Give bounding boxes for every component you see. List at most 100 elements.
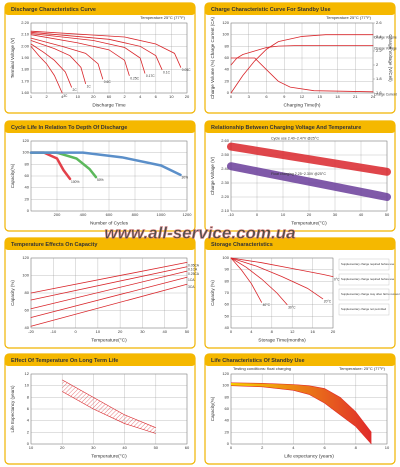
y2-tick-label: 2.6 — [376, 20, 382, 25]
x-tick-label: 30 — [140, 329, 145, 334]
x-tick-label: 40 — [162, 329, 167, 334]
x-tick-label: 10 — [76, 94, 81, 99]
chart-panel: Charge Characteristic Curve For Standby … — [204, 2, 397, 114]
series-label: 40°C — [263, 303, 271, 307]
y-tick-label: 2.20 — [21, 20, 30, 25]
panel-header — [5, 238, 195, 250]
series-label: 2C — [73, 88, 78, 92]
series-line — [30, 270, 188, 310]
series-line — [30, 43, 72, 88]
series-label: 0.6C — [104, 80, 112, 84]
y-tick-label: 0 — [27, 441, 30, 446]
series-line — [230, 257, 288, 306]
x-axis-label: Number of Cycles — [90, 220, 129, 226]
chart-panel: Cycle Life In Relation To Depth Of Disch… — [4, 120, 196, 232]
x-tick-label: 10 — [29, 445, 34, 450]
y-axis-label: Capacity (%) — [210, 280, 215, 306]
x-tick-label: 50 — [185, 329, 190, 334]
x-tick-label: 4 — [61, 94, 64, 99]
y-axis-label: Capacity(%) — [10, 163, 15, 188]
series-label: 30°C — [288, 306, 296, 310]
series-line — [30, 45, 63, 94]
x-tick-label: 2 — [123, 94, 126, 99]
panel-header — [205, 238, 395, 250]
chart-title: Discharge Characteristics Curve — [11, 7, 96, 13]
band-edge — [62, 391, 156, 434]
x-tick-label: 10 — [169, 94, 174, 99]
y-tick-label: 2.20 — [221, 194, 230, 199]
y-tick-label: 90 — [225, 267, 230, 272]
x-tick-label: 10 — [385, 445, 390, 450]
series-label: 0°C — [334, 278, 340, 282]
chart-title: Charge Characteristic Curve For Standby … — [211, 7, 331, 13]
series-label: Charge Volume — [374, 36, 397, 40]
series-line — [30, 33, 146, 74]
x-tick-label: 16 — [310, 329, 315, 334]
annotation: Temperature 25°C (77°F) — [326, 15, 371, 20]
series-label: 0.25C — [130, 76, 139, 80]
y-tick-label: 8 — [27, 394, 30, 399]
panel-header — [5, 354, 195, 366]
y-tick-label: 80 — [225, 278, 230, 283]
x-tick-label: 1200 — [183, 212, 193, 217]
y-tick-label: 2.30 — [221, 180, 230, 185]
series-label: Cycle use 2.40~2.47V @25°C — [271, 137, 319, 141]
chart-title: Relationship Between Charging Voltage An… — [211, 125, 361, 131]
y-axis-label: Capacity (%) — [10, 280, 15, 306]
x-tick-label: 2 — [261, 445, 264, 450]
y-tick-label: 0 — [227, 441, 230, 446]
x-tick-label: 21 — [353, 94, 358, 99]
x-tick-label: 10 — [281, 212, 286, 217]
panel-header — [205, 3, 395, 15]
y2-tick-label: 2 — [376, 62, 379, 67]
x-tick-label: 60 — [107, 94, 112, 99]
note: Supplementary charge may often fail to r… — [341, 292, 400, 296]
y-tick-label: 120 — [222, 20, 229, 25]
x-axis-label: Temperature(°C) — [91, 337, 127, 343]
y-tick-label: 1.90 — [21, 55, 30, 60]
series-line — [227, 162, 391, 201]
band-edge — [230, 385, 372, 445]
x-tick-label: 600 — [106, 212, 113, 217]
band-area — [231, 382, 372, 444]
x-axis-label: Temperature(°C) — [91, 453, 127, 459]
y-tick-label: 50 — [225, 313, 230, 318]
y-tick-label: 4 — [27, 418, 30, 423]
series-label: Charge Current — [374, 93, 397, 97]
band-edge — [230, 382, 372, 433]
x-tick-label: -10 — [50, 329, 57, 334]
watermark: www.all-service.com.ua — [104, 223, 295, 242]
y-axis-label: Life Expectancy (years) — [10, 385, 15, 433]
y-tick-label: 70 — [225, 290, 230, 295]
y-tick-label: 120 — [22, 255, 29, 260]
panel-header — [205, 354, 395, 366]
y-tick-label: 60 — [225, 55, 230, 60]
series-line — [227, 142, 391, 176]
annotation: Temperature: 25°C (77°F) — [339, 366, 386, 371]
x-tick-label: 0 — [230, 94, 233, 99]
y-tick-label: 40 — [225, 325, 230, 330]
x-tick-label: 30 — [91, 445, 96, 450]
x-tick-label: 0 — [230, 329, 233, 334]
x-axis-label: Charging Time(h) — [283, 102, 320, 108]
x-tick-label: 0 — [74, 329, 77, 334]
y-tick-label: 100 — [22, 273, 29, 278]
x-axis-label: Temperature(°C) — [291, 220, 327, 226]
chart-panel: Storage Characteristics 0 4 8 12 16 20 40 50 60 70… — [204, 237, 400, 349]
note: Supplementary charge required before use — [341, 262, 395, 266]
annotation: Temperature 25°C (77°F) — [140, 15, 185, 20]
chart-panel: Relationship Between Charging Voltage An… — [204, 120, 396, 232]
series-line — [30, 283, 188, 327]
x-tick-label: 20 — [91, 94, 96, 99]
x-tick-label: 20 — [60, 445, 65, 450]
x-tick-label: 20 — [307, 212, 312, 217]
x-tick-label: 50 — [154, 445, 159, 450]
y-tick-label: 2.40 — [221, 166, 230, 171]
y-tick-label: 100 — [222, 255, 229, 260]
y-tick-label: 40 — [225, 67, 230, 72]
series-line — [30, 37, 104, 80]
x-tick-label: 24 — [371, 94, 376, 99]
y2-axis-label: Charge Voltage (V/Cell) — [388, 34, 393, 82]
panel-header — [5, 121, 195, 133]
y-tick-label: 20 — [225, 78, 230, 83]
